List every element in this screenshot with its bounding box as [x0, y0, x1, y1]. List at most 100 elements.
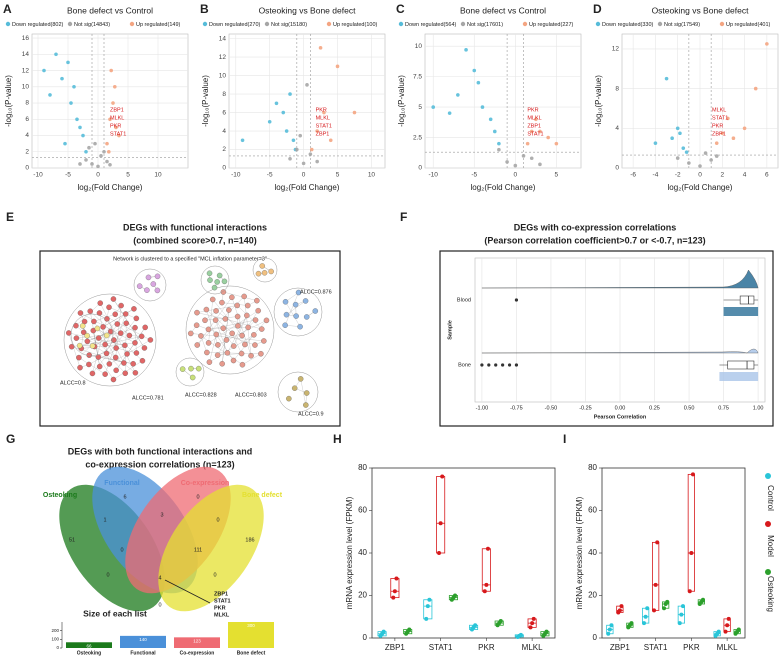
point: [544, 629, 549, 634]
y-tick-label: 10: [415, 43, 423, 50]
gene-label: ZBP1: [316, 131, 330, 137]
node: [292, 301, 299, 308]
point: [335, 64, 340, 69]
legend-label: Up regulated(100): [333, 22, 378, 28]
node: [229, 294, 235, 301]
edge: [237, 305, 262, 330]
node: [106, 304, 112, 311]
bar-label: Bone defect: [237, 650, 266, 656]
point: [72, 84, 76, 89]
plot-area: [601, 467, 746, 639]
node: [189, 374, 196, 381]
node: [258, 351, 264, 357]
panel-letter: B: [200, 2, 209, 16]
cluster-label: ALCC=0.9: [298, 411, 324, 417]
point: [309, 147, 314, 152]
node: [212, 317, 219, 323]
chart-title: DEGs with co-expression correlations: [514, 222, 677, 232]
point: [521, 154, 526, 158]
node: [110, 296, 117, 302]
gene-label: PKR: [214, 605, 226, 611]
x-tick-label: STAT1: [644, 643, 668, 652]
x-tick-label: 0.75: [718, 405, 729, 411]
point: [328, 138, 333, 143]
y-tick-label: 4: [615, 125, 619, 132]
point: [690, 472, 695, 477]
legend-label: Up regulated(149): [136, 22, 181, 28]
cluster-label: ALCC=0.828: [185, 392, 217, 398]
node: [303, 390, 310, 396]
y-tick-label: 0: [615, 165, 619, 172]
x-tick-label: -5: [65, 172, 71, 179]
edge: [208, 319, 256, 330]
legend-label: Down regulated(330): [602, 22, 654, 28]
panel-letter: E: [6, 210, 14, 224]
y-tick-label: 4: [222, 128, 226, 135]
x-axis-label: Pearson Correlation: [594, 414, 647, 420]
y-tick-label: 5: [418, 104, 422, 111]
edge: [102, 308, 135, 327]
point: [703, 151, 708, 155]
chart-title: DEGs with both functional interactions a…: [68, 446, 253, 456]
y-tick-label: 60: [588, 506, 597, 515]
node: [73, 335, 80, 341]
node: [89, 370, 96, 377]
node: [188, 365, 194, 372]
node: [142, 324, 148, 331]
node: [286, 395, 292, 402]
x-axis-label: log₂(Fold Change): [78, 183, 143, 192]
y-tick-label: 20: [588, 591, 597, 600]
legend-marker: [326, 21, 332, 27]
gene-label: STAT1: [110, 131, 126, 137]
point: [54, 52, 58, 57]
point: [554, 141, 559, 146]
point: [464, 48, 468, 52]
node: [293, 313, 299, 319]
point: [427, 597, 432, 602]
point: [529, 129, 534, 134]
x-tick-label: 0.50: [684, 405, 695, 411]
node: [254, 297, 260, 304]
bar-value: 66: [86, 643, 92, 648]
point: [714, 154, 719, 158]
point: [655, 540, 660, 545]
point: [438, 521, 443, 526]
point: [709, 158, 713, 162]
gene-label: STAT1: [316, 123, 332, 129]
bar-label: Osteoking: [77, 650, 101, 656]
point: [476, 80, 481, 85]
y-tick-label: 40: [588, 548, 597, 557]
legend-label: Not sig(17601): [467, 22, 503, 28]
point: [96, 164, 100, 169]
node: [132, 370, 139, 376]
node: [89, 343, 96, 349]
point: [107, 149, 111, 154]
y-tick-label: 8: [25, 100, 29, 107]
legend-marker: [5, 21, 11, 27]
legend-marker: [522, 21, 528, 27]
point: [531, 616, 536, 621]
chart-title: Bone defect vs Control: [67, 5, 153, 15]
y-tick-label: 0: [222, 165, 226, 172]
edge: [209, 334, 217, 363]
x-tick-label: -0.25: [579, 405, 592, 411]
y-tick-label: 0: [25, 165, 29, 172]
gene-label: ZBP1: [110, 107, 124, 113]
y-axis-label: -log₁₀(P-value): [594, 75, 603, 127]
x-tick-label: PKR: [478, 643, 495, 652]
chart-subtitle: (combined score>0.7, n=140): [133, 235, 257, 245]
node: [198, 333, 204, 339]
node: [204, 349, 210, 356]
point: [498, 619, 503, 623]
region-count: 0: [213, 572, 216, 578]
node: [136, 283, 143, 289]
point: [281, 110, 286, 115]
chart-title: co-expression correlations (n=123): [85, 459, 234, 469]
point: [505, 160, 509, 164]
cluster-outline: [277, 371, 319, 413]
point: [318, 46, 323, 50]
point: [716, 629, 721, 634]
node: [76, 354, 82, 361]
node: [133, 350, 140, 356]
y-tick-label: 2.5: [413, 134, 422, 141]
